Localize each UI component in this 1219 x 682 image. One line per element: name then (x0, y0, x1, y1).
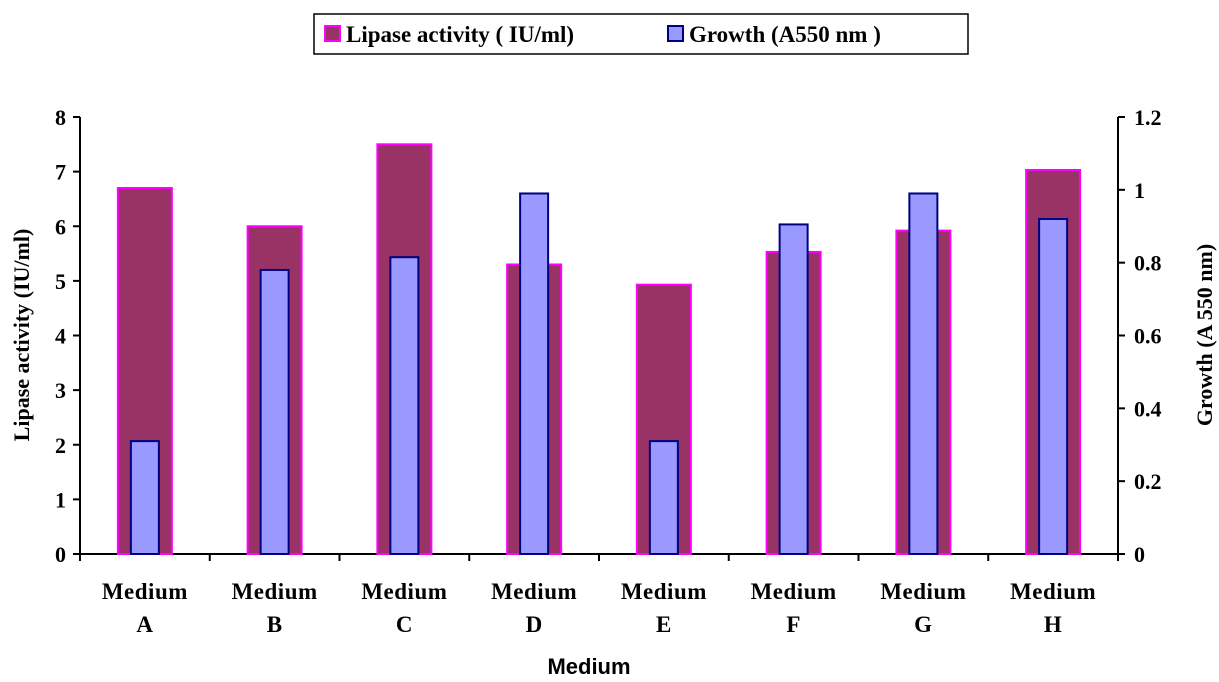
right-tick-label: 0.8 (1134, 251, 1162, 276)
category-label: A (136, 612, 153, 637)
category-label: E (656, 612, 672, 637)
bar-growth (1038, 217, 1069, 555)
right-tick-label: 1.2 (1134, 105, 1162, 130)
right-tick-label: 1 (1134, 178, 1145, 203)
right-axis-ticks: 0 0.2 0.4 0.6 0.8 1 1.2 (1118, 105, 1162, 567)
left-tick-label: 5 (55, 269, 66, 294)
legend-label-growth: Growth (A550 nm ) (689, 22, 881, 47)
left-axis-ticks: 0 1 2 3 4 5 6 7 8 (55, 105, 80, 567)
x-axis-ticks (79, 554, 1119, 561)
right-tick-label: 0.2 (1134, 469, 1162, 494)
bar-growth (778, 223, 809, 555)
category-label: Medium (1010, 579, 1096, 604)
category-label: Medium (751, 579, 837, 604)
bar-growth (129, 440, 160, 556)
right-tick-label: 0.4 (1134, 396, 1162, 421)
left-tick-label: 8 (55, 105, 66, 130)
legend-swatch-growth (667, 25, 684, 42)
right-tick-label: 0.6 (1134, 324, 1162, 349)
legend-swatch-lipase (324, 25, 341, 42)
x-axis-title: Medium (547, 654, 630, 679)
left-tick-label: 4 (55, 324, 66, 349)
left-tick-label: 2 (55, 433, 66, 458)
legend-label-lipase: Lipase activity ( IU/ml) (346, 22, 574, 47)
bars (116, 143, 1082, 556)
category-label: Medium (491, 579, 577, 604)
left-axis-title: Lipase activity (IU/ml) (9, 229, 34, 442)
category-label: H (1044, 612, 1062, 637)
category-label: Medium (232, 579, 318, 604)
category-labels: Medium A Medium B Medium C Medium D Medium E Mediu… (102, 579, 1096, 637)
category-label: C (396, 612, 413, 637)
bar-growth (648, 440, 679, 556)
right-axis-title: Growth (A 550 nm) (1192, 244, 1217, 426)
left-tick-label: 6 (55, 214, 66, 239)
bar-growth (389, 256, 420, 555)
legend-frame (313, 13, 969, 55)
bar-growth (259, 268, 290, 555)
category-label: Medium (621, 579, 707, 604)
category-label: Medium (102, 579, 188, 604)
right-tick-label: 0 (1134, 542, 1145, 567)
category-label: B (267, 612, 283, 637)
legend: Lipase activity ( IU/ml) Growth (A550 nm… (313, 13, 969, 55)
bar-growth (908, 192, 939, 555)
bar-growth (519, 192, 550, 555)
left-tick-label: 1 (55, 487, 66, 512)
category-label: F (786, 612, 801, 637)
category-label: G (914, 612, 932, 637)
left-tick-label: 3 (55, 378, 66, 403)
category-label: Medium (880, 579, 966, 604)
category-label: Medium (361, 579, 447, 604)
left-tick-label: 0 (55, 542, 66, 567)
left-tick-label: 7 (55, 160, 66, 185)
category-label: D (526, 612, 543, 637)
